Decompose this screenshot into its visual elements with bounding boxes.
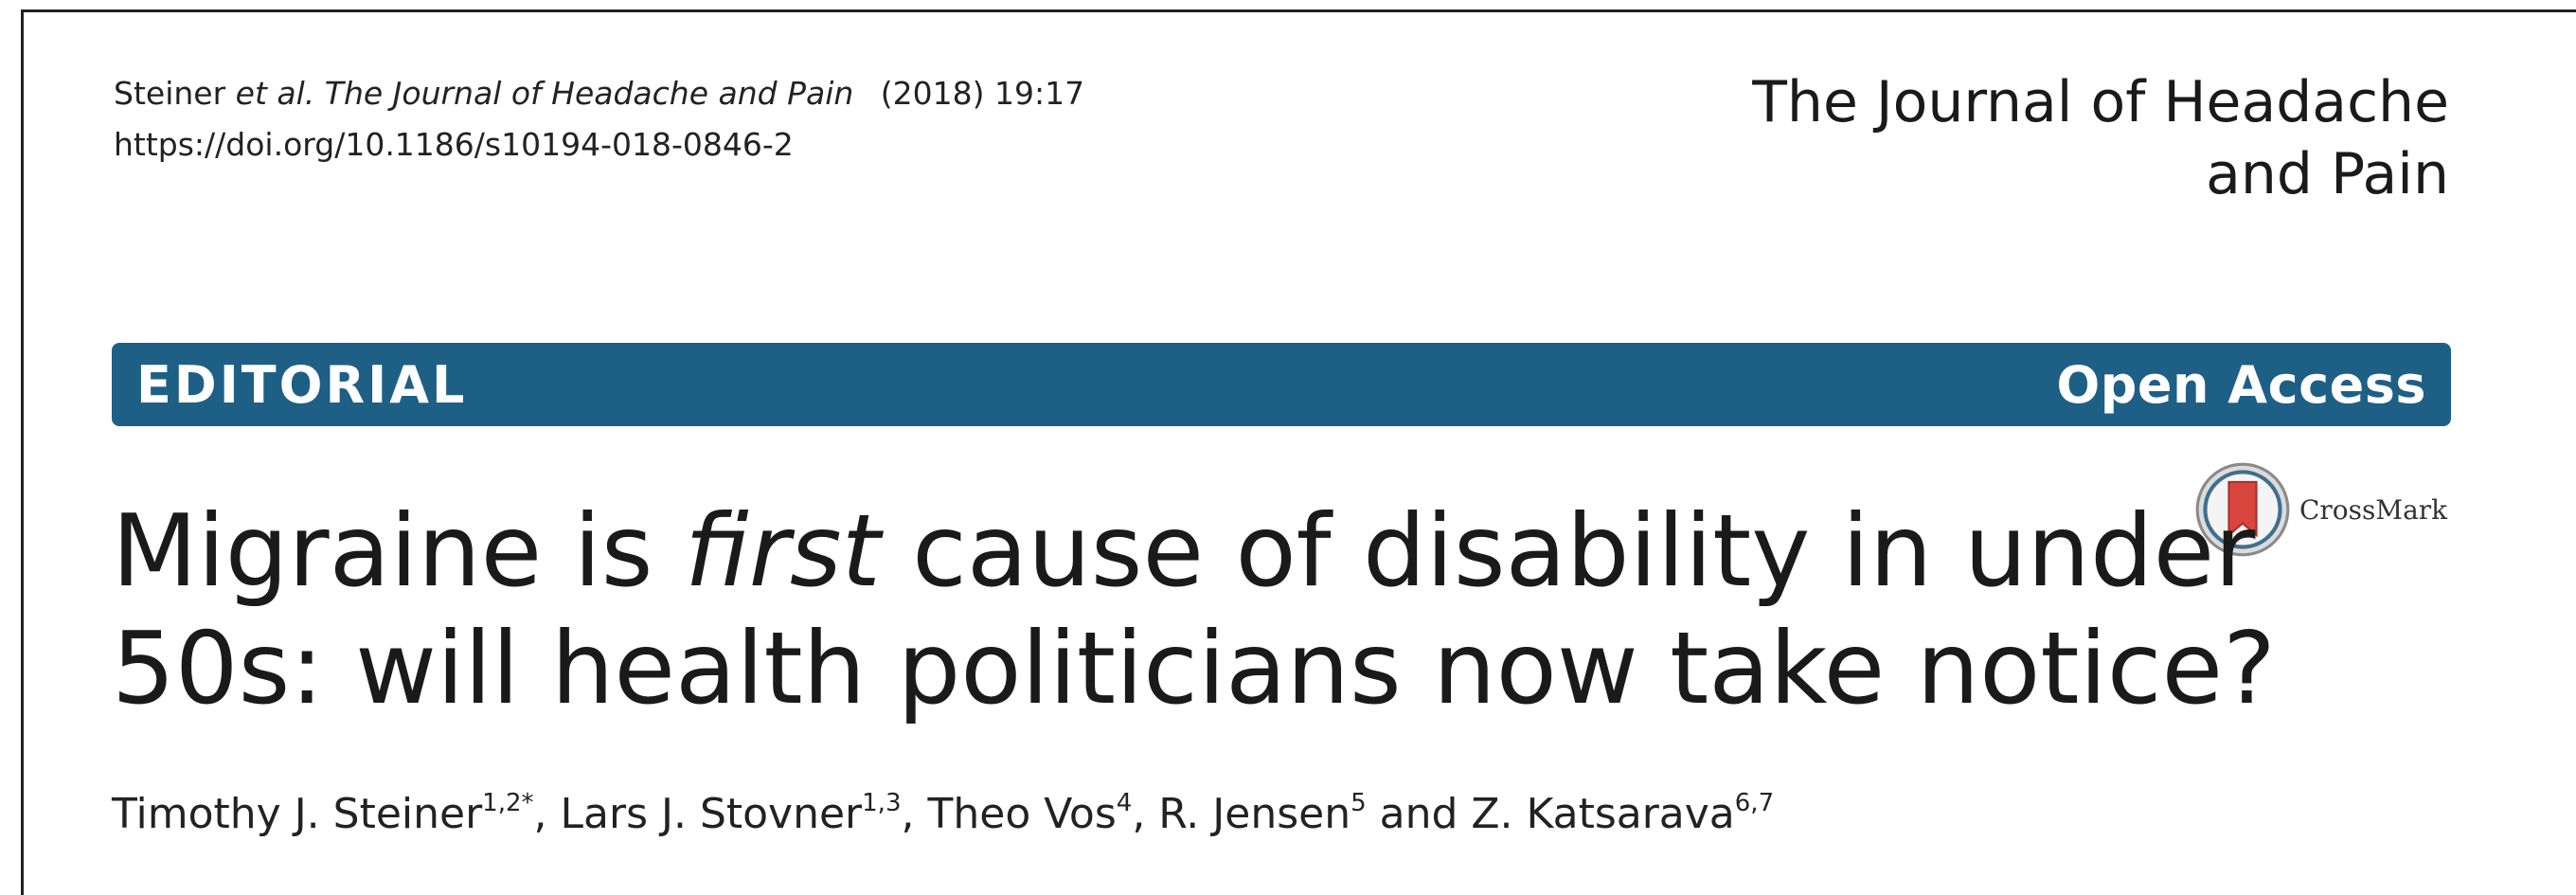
crossmark-badge[interactable]: CrossMark [2193, 460, 2447, 559]
journal-logo-text: The Journal of Headache and Pain [1597, 66, 2449, 210]
title-line2: 50s: will health politicians now take no… [112, 611, 2276, 726]
author-affiliation: 1,3 [862, 789, 902, 817]
crossmark-label: CrossMark [2299, 493, 2448, 526]
author-separator: , [1132, 790, 1159, 838]
author-name[interactable]: Timothy J. Steiner [112, 790, 483, 838]
author-name[interactable]: Z. Katsarava [1471, 790, 1735, 838]
author-affiliation: 5 [1351, 789, 1367, 817]
author-affiliation: 6,7 [1734, 789, 1775, 817]
citation-author: Steiner [114, 75, 226, 112]
article-title: Migraine is first cause of disability in… [112, 492, 2276, 727]
author-separator: and [1366, 790, 1472, 838]
citation-et-al: et al. [235, 75, 315, 112]
author-separator: , [533, 790, 561, 838]
title-part2: cause of disability in under [880, 493, 2256, 609]
page-frame [21, 9, 2576, 895]
journal-logo-line2: and Pain [2206, 141, 2449, 207]
citation-block: Steiner et al. The Journal of Headache a… [114, 68, 1084, 170]
crossmark-icon [2195, 462, 2290, 557]
open-access-label: Open Access [2056, 354, 2426, 415]
article-type-label: EDITORIAL [136, 354, 468, 415]
author-name[interactable]: R. Jensen [1158, 790, 1351, 838]
title-emphasis: first [684, 493, 881, 609]
author-separator: , [901, 790, 928, 838]
author-affiliation: 4 [1116, 789, 1133, 817]
title-part1: Migraine is [112, 493, 685, 609]
citation-journal: The Journal of Headache and Pain [324, 75, 854, 112]
citation-year-volume: (2018) 19:17 [880, 75, 1085, 112]
author-list: Timothy J. Steiner1,2*, Lars J. Stovner1… [112, 786, 1774, 843]
article-type-banner: EDITORIAL Open Access [112, 343, 2451, 426]
author-name[interactable]: Theo Vos [927, 790, 1117, 838]
doi-link[interactable]: https://doi.org/10.1186/s10194-018-0846-… [114, 126, 794, 163]
journal-logo-line1: The Journal of Headache [1752, 69, 2449, 135]
author-affiliation: 1,2* [482, 789, 534, 817]
author-name[interactable]: Lars J. Stovner [560, 790, 863, 838]
